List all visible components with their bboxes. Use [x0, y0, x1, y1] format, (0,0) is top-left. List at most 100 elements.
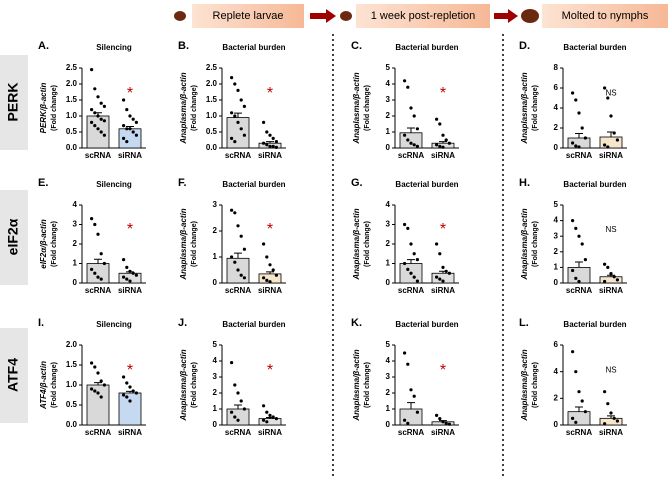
- data-point: [441, 279, 445, 283]
- data-point: [406, 85, 410, 89]
- error-bar: [234, 404, 242, 409]
- data-point: [128, 114, 132, 118]
- x-tick-label: siRNA: [258, 428, 282, 437]
- data-point: [609, 411, 613, 415]
- panel-title: Bacterial burden: [222, 320, 285, 329]
- error-bar: [607, 415, 615, 419]
- y-tick-label: 8: [554, 63, 559, 72]
- data-point: [274, 273, 278, 277]
- data-point: [438, 252, 442, 256]
- y-axis-label: Anaplasma/β-actin: [352, 349, 361, 421]
- error-bar: [94, 382, 102, 385]
- data-point: [230, 136, 234, 140]
- significance: NS: [605, 225, 616, 234]
- bar: [118, 392, 142, 426]
- x-tick-label: siRNA: [118, 428, 142, 437]
- y-tick-label: 0: [213, 420, 218, 429]
- y-tick-label: 2: [386, 388, 391, 397]
- y-tick-label: 1: [73, 259, 78, 268]
- row-label: eIF2α: [5, 218, 21, 255]
- data-point: [239, 98, 243, 102]
- data-point: [274, 145, 278, 149]
- data-point: [125, 140, 129, 144]
- data-point: [409, 106, 413, 110]
- x-tick-label: siRNA: [599, 151, 623, 160]
- data-point: [606, 265, 610, 269]
- data-point: [447, 141, 451, 145]
- y-axis-label: Anaplasma/β-actin: [520, 208, 529, 280]
- data-point: [271, 268, 275, 272]
- panel-title: Silencing: [96, 180, 132, 189]
- data-point: [571, 416, 575, 420]
- panel-label: K.: [351, 317, 362, 329]
- y-tick-label: 0.0: [66, 420, 78, 429]
- x-tick-label: siRNA: [431, 286, 455, 295]
- data-point: [134, 120, 138, 124]
- data-point: [96, 232, 100, 236]
- panel-title: Bacterial burden: [563, 43, 626, 52]
- y-tick-label: 0: [554, 278, 559, 287]
- y-axis-label: (Fold change): [532, 362, 539, 408]
- data-point: [236, 224, 240, 228]
- y-axis-label: (Fold change): [364, 221, 371, 267]
- data-point: [577, 111, 581, 115]
- data-point: [438, 144, 442, 148]
- data-point: [441, 133, 445, 137]
- error-bar: [234, 112, 242, 118]
- x-tick-label: scRNA: [225, 286, 251, 295]
- y-axis-label: (Fold change): [532, 221, 539, 267]
- y-tick-label: 2: [73, 239, 78, 248]
- y-axis-label: Anaplasma/β-actin: [179, 349, 188, 421]
- significance: *: [127, 362, 133, 379]
- data-point: [403, 351, 407, 355]
- data-point: [571, 141, 575, 145]
- data-point: [438, 417, 442, 421]
- x-tick-label: siRNA: [258, 286, 282, 295]
- data-point: [128, 385, 132, 389]
- data-point: [230, 410, 234, 414]
- data-point: [239, 273, 243, 277]
- data-point: [122, 393, 126, 397]
- data-point: [415, 279, 419, 283]
- data-point: [262, 404, 266, 408]
- data-point: [93, 87, 97, 91]
- y-tick-label: 4: [73, 200, 78, 209]
- significance: NS: [605, 366, 616, 375]
- error-bar: [607, 131, 615, 137]
- y-tick-label: 4: [386, 356, 391, 365]
- data-point: [233, 260, 237, 264]
- bar: [599, 136, 623, 149]
- y-tick-label: 1: [386, 127, 391, 136]
- data-point: [447, 271, 451, 275]
- y-tick-label: 4: [386, 79, 391, 88]
- x-tick-label: scRNA: [566, 428, 592, 437]
- data-point: [583, 258, 588, 262]
- data-point: [233, 383, 237, 387]
- y-tick-label: 2.0: [66, 79, 78, 88]
- panel-title: Bacterial burden: [395, 180, 458, 189]
- x-tick-label: scRNA: [566, 151, 592, 160]
- data-point: [403, 261, 407, 266]
- data-point: [125, 265, 129, 269]
- data-point: [102, 119, 106, 123]
- data-point: [99, 130, 103, 134]
- x-tick-label: siRNA: [599, 428, 623, 437]
- data-point: [435, 242, 439, 246]
- panel-label: B.: [178, 40, 189, 52]
- panel-title: Bacterial burden: [395, 43, 458, 52]
- data-point: [577, 279, 581, 284]
- panel-label: D.: [519, 40, 530, 52]
- data-point: [406, 267, 410, 271]
- y-axis-label: (Fold change): [51, 362, 58, 408]
- error-bar: [126, 390, 134, 393]
- x-tick-label: scRNA: [566, 286, 592, 295]
- data-point: [90, 68, 94, 72]
- y-axis-label: (Fold change): [51, 85, 58, 131]
- error-bar: [575, 406, 583, 412]
- data-point: [409, 271, 413, 275]
- y-tick-label: 0: [554, 420, 559, 429]
- y-tick-label: 4: [386, 200, 391, 209]
- data-point: [262, 276, 266, 280]
- panel-label: F.: [178, 177, 187, 189]
- data-point: [603, 143, 607, 147]
